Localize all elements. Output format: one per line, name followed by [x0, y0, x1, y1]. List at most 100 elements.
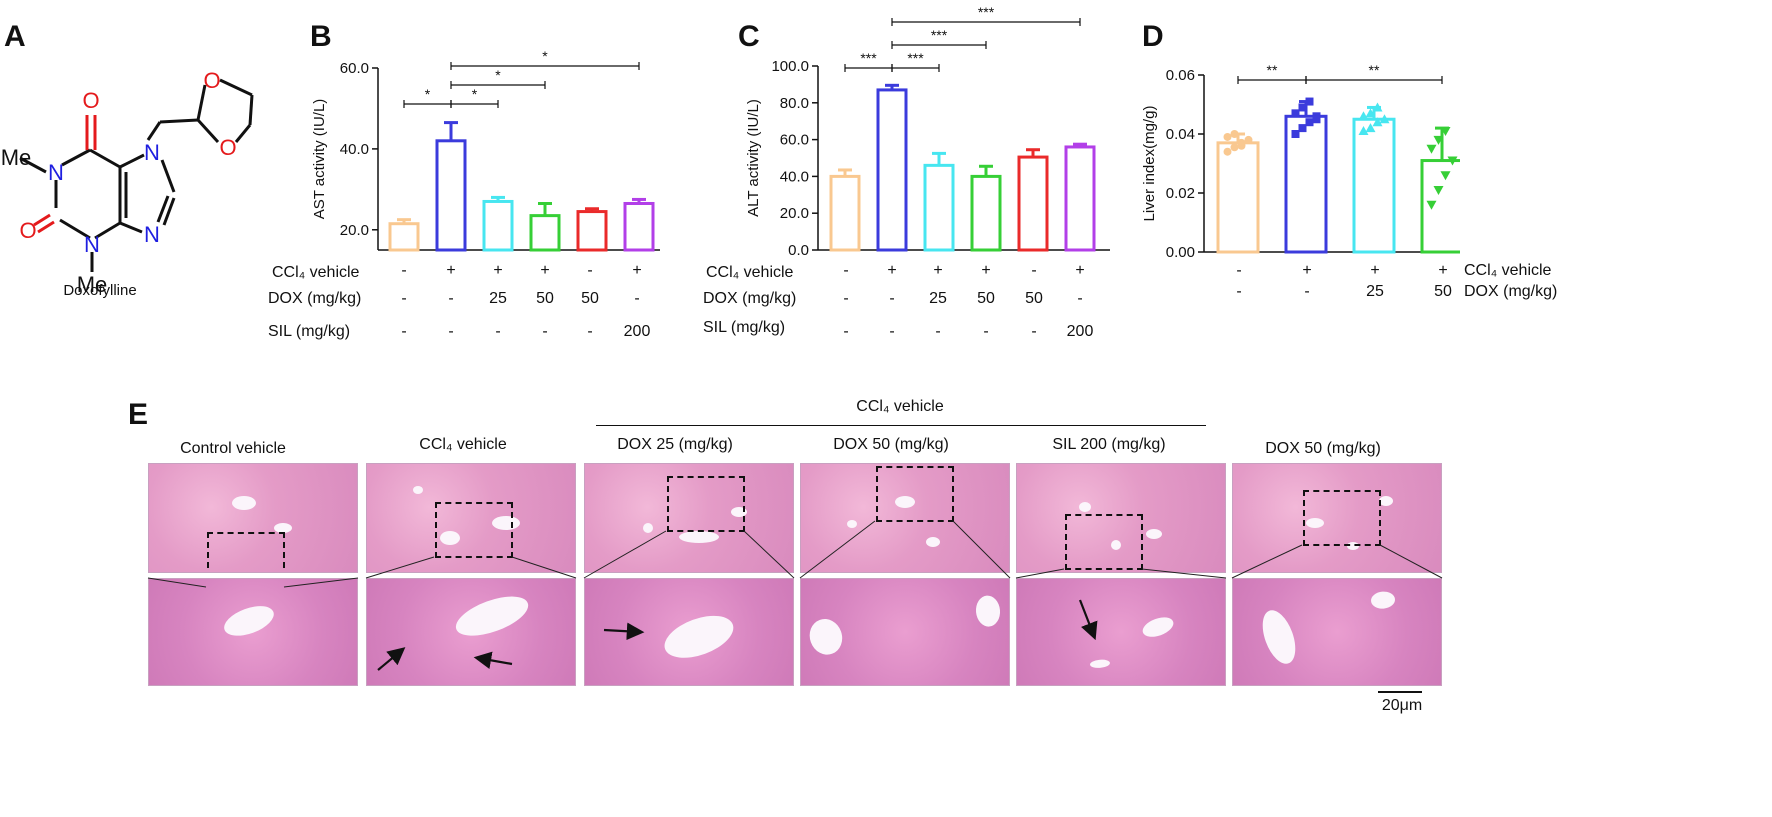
b-row-label-dox: DOX (mg/kg)	[268, 290, 362, 307]
d-point-1-6	[1305, 97, 1314, 106]
zoom-vessel-3-0	[659, 607, 740, 667]
c-b_ccl4-value-1: +	[887, 262, 897, 279]
d-point-1-2	[1305, 118, 1314, 127]
atom-dioxolane-o1: O	[203, 68, 220, 93]
c-b_sil-value-4: -	[1031, 323, 1037, 340]
overview-vessel-5-1	[1145, 528, 1162, 539]
c-b_sil-value-1: -	[889, 323, 895, 340]
overview-vessel-6-0	[1305, 518, 1324, 528]
zoom-vessel-2-0	[450, 588, 533, 644]
d-ccl4-value-3: +	[1438, 262, 1448, 279]
d-ylabel: Liver index(mg/g)	[1141, 106, 1158, 222]
d-point-1-1	[1298, 124, 1307, 133]
overview-vessel-4-0	[894, 496, 915, 509]
b-ylabel: AST activity (IU/L)	[311, 99, 328, 220]
zoom-vessel-5-1	[1089, 658, 1111, 669]
d-ccl4-value-0: -	[1236, 262, 1242, 279]
b-sig-label-3: *	[542, 48, 548, 64]
c-b_dox-value-4: 50	[1025, 290, 1043, 307]
histology-overview-5	[1016, 463, 1226, 573]
methyl-3: Me	[77, 272, 108, 297]
overview-vessel-3-0	[678, 530, 719, 543]
overview-vessel-3-2	[643, 523, 654, 534]
d-ccl4-value-1: +	[1302, 262, 1312, 279]
d-point-1-7	[1312, 115, 1321, 124]
histology-zoom-6	[1232, 578, 1442, 686]
c-b_dox-value-0: -	[843, 290, 849, 307]
d-point-0-1	[1230, 143, 1239, 152]
d-point-2-2	[1372, 117, 1383, 127]
d-dox-value-3: 50	[1434, 283, 1452, 300]
d-point-1-0	[1291, 130, 1300, 138]
c-b_ccl4-value-0: -	[843, 262, 849, 279]
b-dox-value-4: 50	[581, 290, 599, 307]
b-bar-0	[388, 222, 420, 252]
c-ytick-label-5: 100.0	[771, 58, 809, 75]
d-bar-3	[1420, 159, 1460, 254]
histology-zoom-5	[1016, 578, 1226, 686]
d-row-label-dox: DOX (mg/kg)	[1464, 283, 1558, 300]
histology-zoom-4	[800, 578, 1010, 686]
d-point-2-5	[1365, 108, 1376, 118]
b-ytick-label-2: 60.0	[340, 60, 369, 77]
b-bar-4	[576, 210, 608, 252]
histology-overview-4	[800, 463, 1010, 573]
overview-vessel-5-2	[1110, 539, 1121, 550]
b-sil-value-1: -	[448, 323, 454, 340]
panel-label-e: E	[128, 398, 149, 431]
panel-label-a: A	[4, 20, 26, 53]
histology-overview-3	[584, 463, 794, 573]
panel-label-c: C	[738, 20, 760, 53]
d-dox-value-0: -	[1236, 283, 1242, 300]
b-sil-value-4: -	[587, 323, 593, 340]
molecule-name: Doxofylline	[63, 282, 137, 299]
b-sil-value-5: 200	[623, 323, 651, 340]
c-sig-label-3: ***	[978, 4, 995, 20]
d-point-1-4	[1291, 109, 1300, 118]
d-point-3-1	[1433, 186, 1444, 196]
b-ytick-label-0: 20.0	[340, 222, 369, 239]
b-bar-1	[435, 139, 467, 252]
histology-title-3: DOX 25 (mg/kg)	[617, 436, 733, 453]
b-ccl4-value-2: +	[493, 262, 503, 279]
zoom-region-box-6	[1303, 490, 1381, 546]
b-dox-value-0: -	[401, 290, 407, 307]
d-point-0-3	[1244, 135, 1253, 144]
b-bar-5	[623, 201, 655, 252]
overview-vessel-1-1	[273, 523, 292, 534]
c-b_ccl4-value-5: +	[1075, 262, 1085, 279]
d-point-3-0	[1426, 200, 1437, 210]
overview-vessel-3-1	[730, 507, 747, 518]
histology-group-header: CCl₄ vehicle	[856, 398, 944, 415]
c-b_dox-value-2: 25	[929, 290, 947, 307]
methyl-1: Me	[1, 145, 32, 170]
c-row-label-ccl4: CCl₄ vehicle	[706, 264, 794, 281]
histology-group-line	[596, 425, 1206, 426]
b-sil-value-2: -	[495, 323, 501, 340]
scale-bar-label: 20μm	[1381, 697, 1423, 714]
overview-vessel-1-0	[232, 496, 257, 511]
d-point-0-4	[1223, 132, 1232, 141]
c-b_dox-value-5: -	[1077, 290, 1083, 307]
b-sig-label-0: *	[425, 86, 431, 102]
histology-title-2: CCl₄ vehicle	[419, 436, 507, 453]
d-point-2-1	[1365, 123, 1376, 133]
c-bar-5	[1064, 145, 1096, 252]
d-point-2-0	[1358, 126, 1369, 136]
d-point-3-6	[1440, 127, 1451, 137]
overview-vessel-6-1	[1378, 496, 1393, 507]
chart-d-liver-index: 0.00 0.02 0.04 0.06 Liver index(mg/g) ** **	[1141, 62, 1460, 260]
zoom-region-box-2	[435, 502, 513, 558]
d-ytick-label-3: 0.06	[1166, 67, 1195, 84]
histology-title-6: DOX 50 (mg/kg)	[1265, 440, 1381, 457]
histology-zoom-3	[584, 578, 794, 686]
d-point-3-4	[1426, 144, 1437, 154]
chart-c-alt: 0.0 20.0 40.0 60.0 80.0 100.0 ALT activity (IU…	[745, 4, 1110, 259]
b-ccl4-value-0: -	[401, 262, 407, 279]
histology-overview-2	[366, 463, 576, 573]
c-ytick-label-2: 40.0	[780, 168, 809, 185]
chart-b-ast: 20.0 40.0 60.0 AST activity (IU/L) * * * *	[311, 48, 660, 252]
d-point-0-6	[1237, 141, 1246, 150]
scale-bar-line	[1378, 691, 1422, 693]
b-row-label-sil: SIL (mg/kg)	[268, 323, 351, 340]
